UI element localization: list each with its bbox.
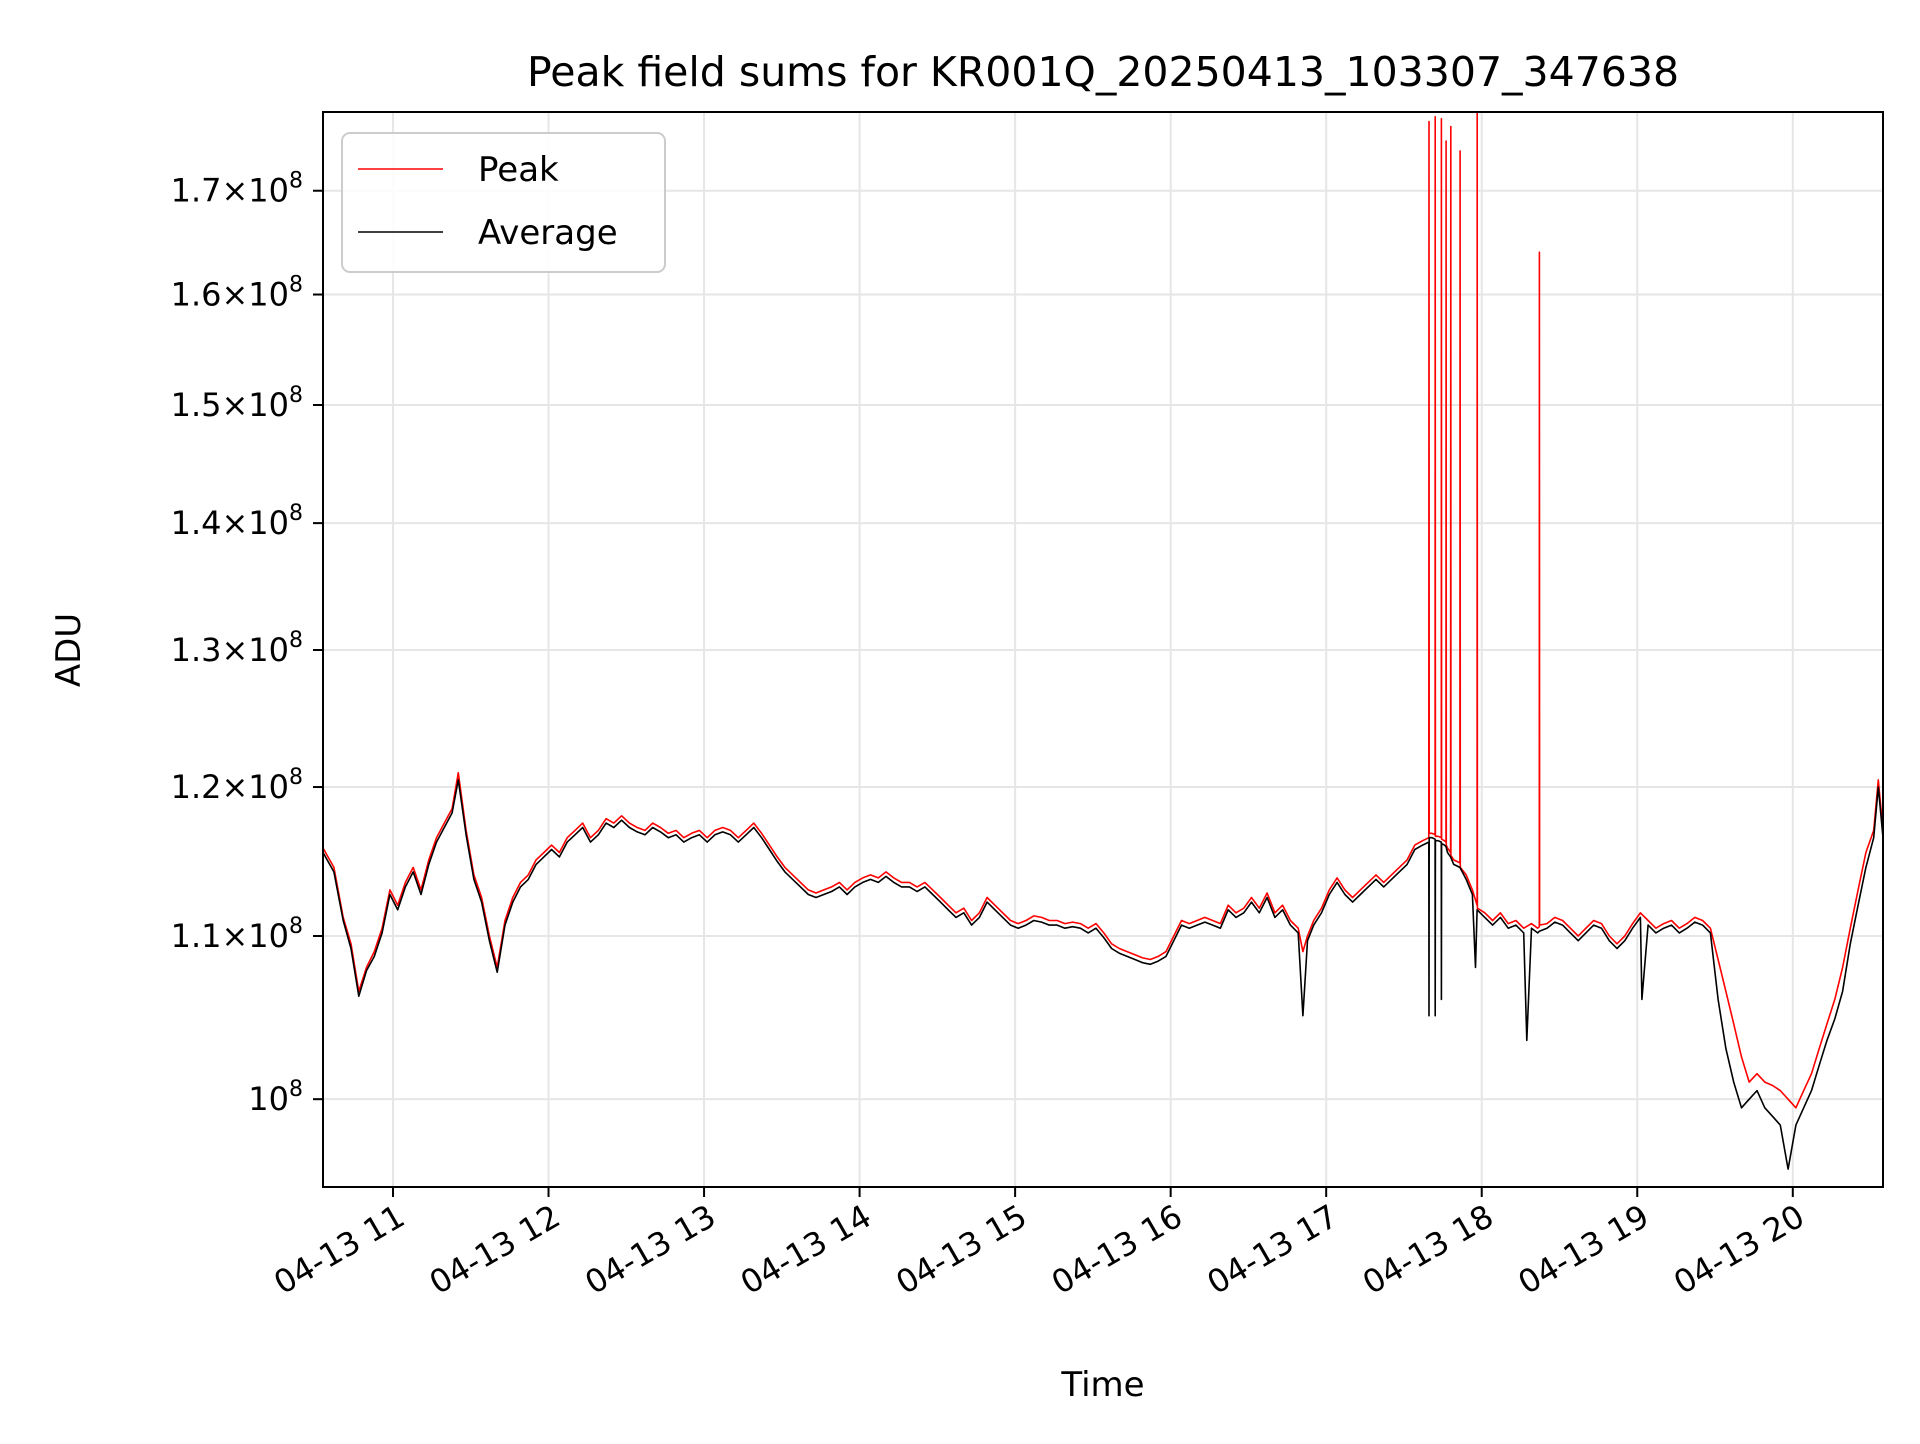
- series-line-peak: [323, 112, 1883, 1109]
- x-axis-label: Time: [1060, 1365, 1144, 1405]
- y-tick-label: 1.7×108: [171, 169, 303, 210]
- y-tick-label: 1.3×108: [171, 628, 303, 669]
- y-tick-label: 1.1×108: [171, 914, 303, 955]
- y-axis-ticks: 108 1.1×108 1.2×108 1.3×108 1.4×108 1.5×108 1.…: [171, 169, 323, 1118]
- y-tick-label: 1.4×108: [171, 501, 303, 542]
- y-axis-label: ADU: [49, 613, 89, 687]
- y-tick-label: 1.5×108: [171, 383, 303, 424]
- legend-box: [341, 132, 666, 273]
- y-tick-label: 1.6×108: [171, 273, 303, 314]
- series-line-average: [323, 779, 1883, 1170]
- legend: Peak Average: [341, 132, 666, 273]
- legend-label-average: Average: [478, 213, 618, 253]
- chart-title: Peak field sums for KR001Q_20250413_1033…: [527, 48, 1679, 96]
- legend-label-peak: Peak: [478, 150, 559, 190]
- series-layer: [323, 112, 1883, 1170]
- y-tick-label: 1.2×108: [171, 765, 303, 806]
- y-tick-label: 108: [248, 1077, 303, 1118]
